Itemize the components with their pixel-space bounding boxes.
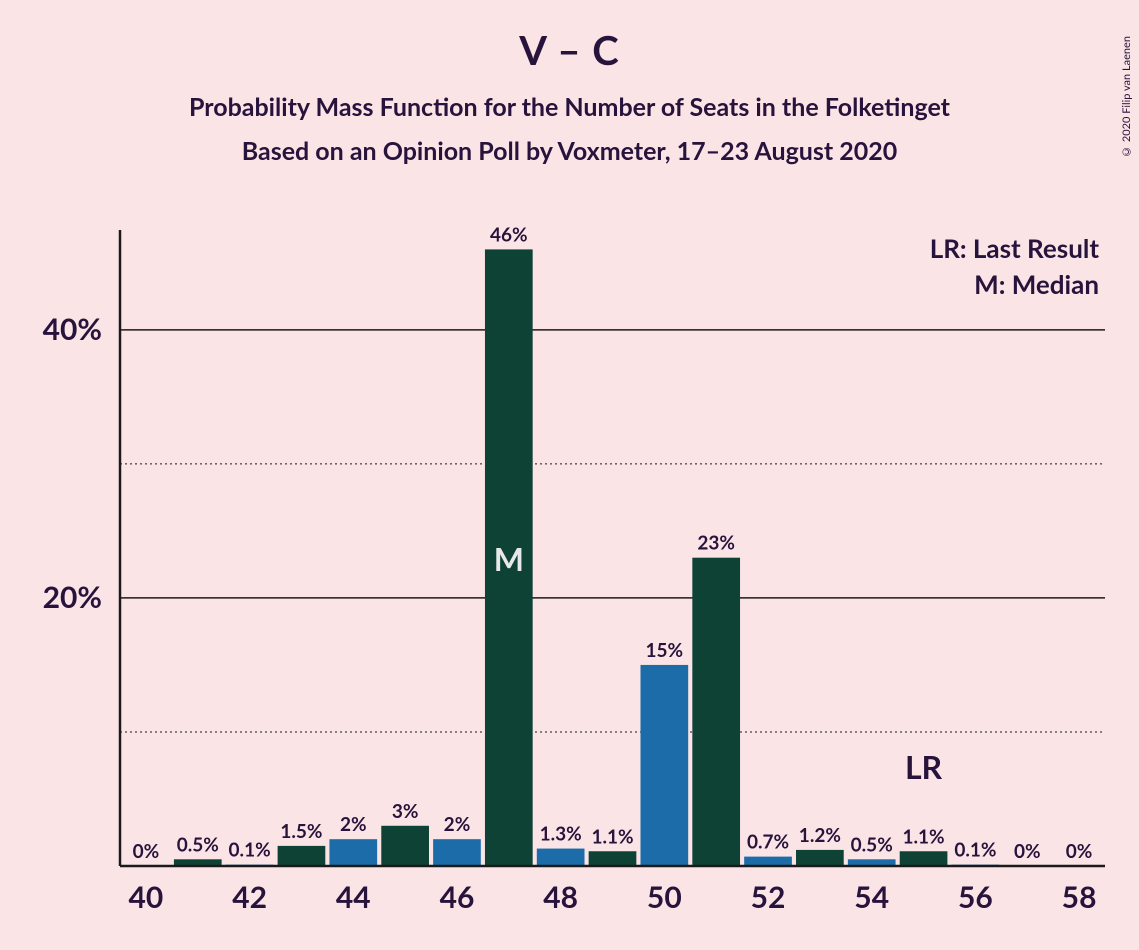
chart-subtitle-2: Based on an Opinion Poll by Voxmeter, 17… (0, 136, 1139, 166)
chart-subtitle-1: Probability Mass Function for the Number… (0, 92, 1139, 122)
y-tick-label: 40% (43, 311, 102, 347)
y-tick-label: 20% (43, 579, 102, 615)
bar-value-label: 2% (340, 813, 367, 836)
bar-value-label: 1.1% (902, 825, 944, 848)
bar-value-label: 3% (392, 800, 419, 823)
chart-area: 20% 40% 0% 0.5% 0.1% 1.5% 2% 3% 2% 46% 1.3% 1.1% 15%… (0, 216, 1139, 950)
x-tick-label: 48 (543, 879, 578, 915)
bar-value-label: 1.3% (540, 823, 582, 846)
bar (433, 839, 481, 866)
last-result-marker: LR (905, 747, 943, 786)
bar-value-label: 15% (646, 639, 684, 662)
bar-value-label: 1.2% (799, 824, 841, 847)
bar-value-label: 0.5% (177, 833, 219, 856)
x-tick-label: 46 (440, 879, 475, 915)
bar-value-label: 0% (1014, 840, 1041, 863)
bar (796, 850, 844, 866)
x-tick-label: 40 (129, 879, 164, 915)
bar-value-label: 1.5% (280, 820, 322, 843)
bar-value-label: 0% (1066, 840, 1093, 863)
x-tick-label: 56 (958, 879, 993, 915)
x-tick-label: 50 (647, 879, 682, 915)
x-tick-label: 52 (751, 879, 786, 915)
bar (692, 558, 740, 866)
bar (744, 857, 792, 866)
x-tick-label: 44 (336, 879, 371, 915)
bar-value-label: 23% (697, 532, 735, 555)
x-tick-label: 54 (854, 879, 889, 915)
x-tick-label: 42 (232, 879, 267, 915)
bar-chart: 20% 40% 0% 0.5% 0.1% 1.5% 2% 3% 2% 46% 1.3% 1.1% 15%… (0, 216, 1139, 950)
bar-value-label: 46% (490, 223, 528, 246)
bar-value-label: 0.1% (954, 839, 996, 862)
bar (329, 839, 377, 866)
bar (900, 851, 948, 866)
bar (640, 665, 688, 866)
bar-value-label: 0.5% (851, 833, 893, 856)
legend-m: M: Median (974, 268, 1099, 300)
bar (589, 851, 637, 866)
bar-value-label: 0.1% (229, 839, 271, 862)
bar-value-label: 0% (133, 840, 160, 863)
bar-value-label: 0.7% (747, 831, 789, 854)
x-tick-label: 58 (1062, 879, 1097, 915)
bar (537, 849, 585, 866)
bar-value-label: 2% (444, 813, 471, 836)
legend-lr: LR: Last Result (930, 232, 1100, 264)
bar (278, 846, 326, 866)
median-marker: M (494, 539, 524, 578)
bar-value-label: 1.1% (591, 825, 633, 848)
copyright-label: © 2020 Filip van Laenen (1120, 36, 1133, 158)
chart-title: V – C (0, 26, 1139, 74)
bar (381, 826, 429, 866)
